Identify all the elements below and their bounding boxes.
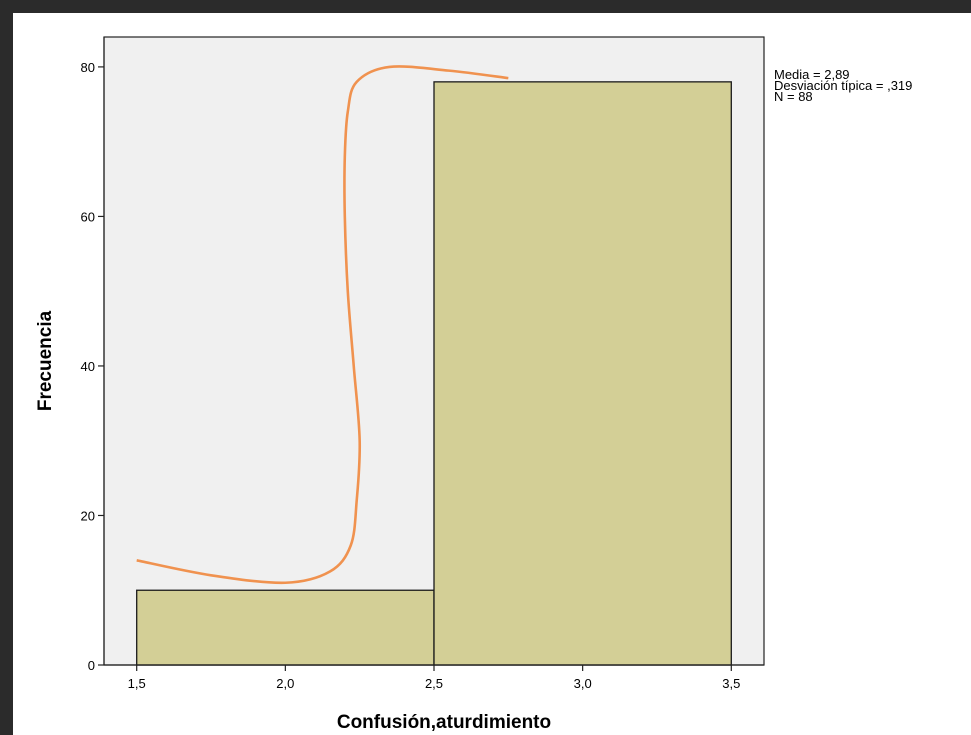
histogram-chart: 0 20 40 60 80 1,5 2,0 2,5 3,0 3,5 Confusión,atur… bbox=[35, 36, 912, 733]
x-tick-label: 3,0 bbox=[574, 676, 592, 691]
histogram-bar-1 bbox=[136, 589, 435, 666]
stat-mean: Media = 2,89 bbox=[774, 67, 850, 82]
stats-legend: Media = 2,89 Desviación típica = ,319 N … bbox=[774, 67, 912, 104]
x-tick-label: 3,5 bbox=[722, 676, 740, 691]
chart-frame: 0 20 40 60 80 1,5 2,0 2,5 3,0 3,5 Confusión,atur… bbox=[13, 13, 971, 735]
x-tick-label: 1,5 bbox=[128, 676, 146, 691]
y-tick-label: 40 bbox=[81, 359, 95, 374]
y-tick-label: 20 bbox=[81, 508, 95, 523]
x-tick-label: 2,5 bbox=[425, 676, 443, 691]
x-tick-label: 2,0 bbox=[276, 676, 294, 691]
histogram-bar-2 bbox=[433, 81, 732, 666]
stat-std-dev: Desviación típica = ,319 bbox=[774, 78, 912, 93]
stat-n: N = 88 bbox=[774, 89, 813, 104]
y-tick-label: 0 bbox=[88, 658, 95, 673]
x-axis-title: Confusión,aturdimiento bbox=[337, 712, 551, 733]
y-tick-label: 80 bbox=[81, 60, 95, 75]
y-axis-title: Frecuencia bbox=[35, 310, 56, 411]
y-tick-label: 60 bbox=[81, 209, 95, 224]
normal-curve bbox=[136, 65, 509, 585]
